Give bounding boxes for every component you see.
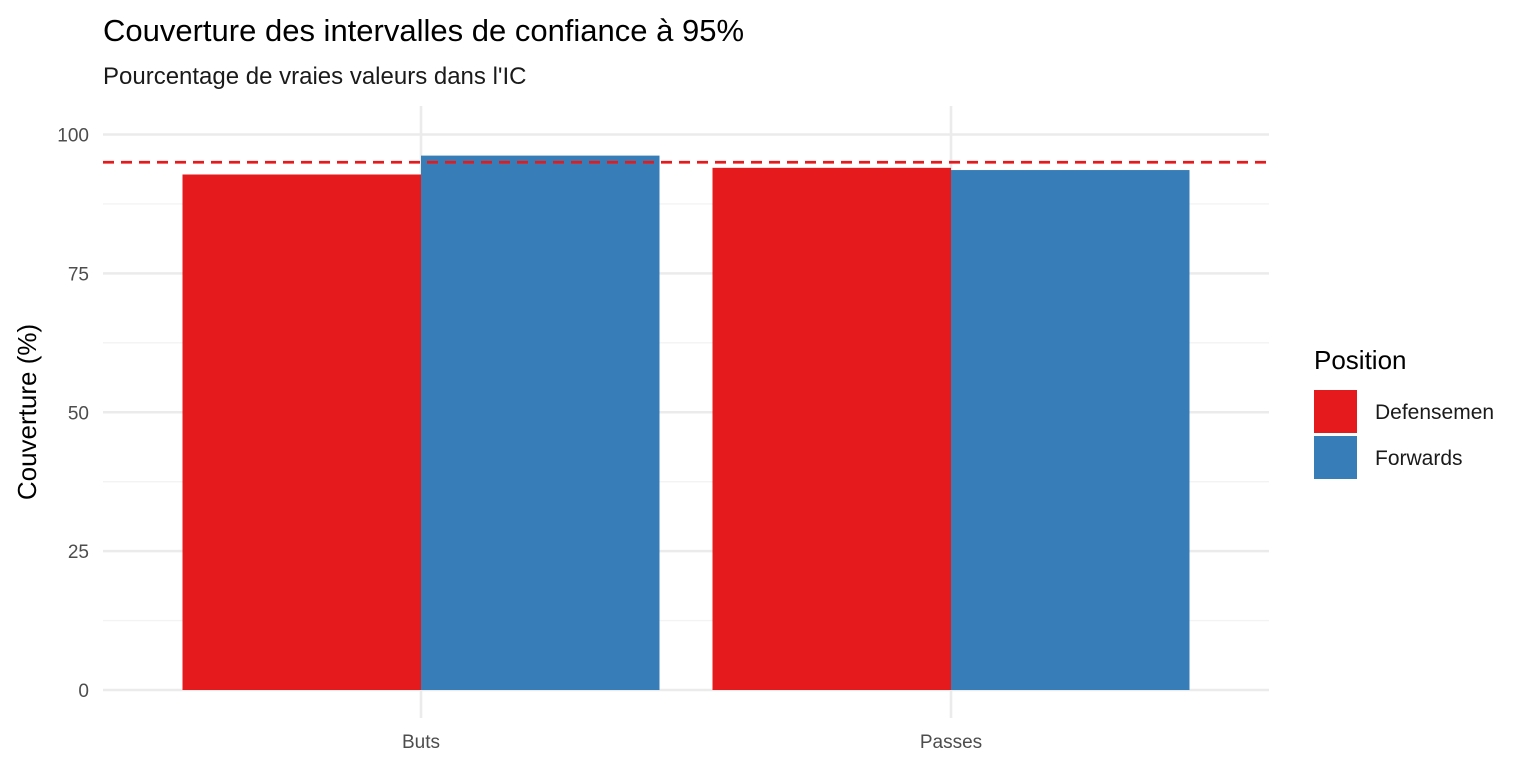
legend-key-forwards bbox=[1314, 436, 1357, 479]
y-tick-label: 100 bbox=[57, 126, 89, 147]
y-tick-label: 0 bbox=[78, 681, 89, 702]
bar-buts-forwards bbox=[421, 155, 660, 690]
y-axis-title: Couverture (%) bbox=[12, 324, 42, 500]
y-tick-label: 75 bbox=[68, 264, 89, 285]
legend: Position Defensemen Forwards bbox=[1314, 345, 1494, 479]
legend-label-defensemen: Defensemen bbox=[1375, 401, 1494, 424]
legend-label-forwards: Forwards bbox=[1375, 447, 1463, 470]
x-tick-label: Buts bbox=[402, 732, 440, 753]
x-axis-ticks: Buts Passes bbox=[402, 732, 982, 753]
chart-subtitle: Pourcentage de vraies valeurs dans l'IC bbox=[103, 63, 526, 90]
bar-passes-forwards bbox=[951, 170, 1190, 690]
y-tick-label: 25 bbox=[68, 542, 89, 563]
bars bbox=[182, 155, 1190, 691]
bar-passes-defensemen bbox=[712, 167, 951, 690]
chart-title: Couverture des intervalles de confiance … bbox=[103, 13, 744, 48]
y-axis-ticks: 0 25 50 75 100 bbox=[57, 126, 89, 703]
y-tick-label: 50 bbox=[68, 403, 89, 424]
bar-buts-defensemen bbox=[182, 174, 421, 691]
x-tick-label: Passes bbox=[920, 732, 982, 753]
legend-key-defensemen bbox=[1314, 390, 1357, 433]
legend-title: Position bbox=[1314, 345, 1407, 375]
